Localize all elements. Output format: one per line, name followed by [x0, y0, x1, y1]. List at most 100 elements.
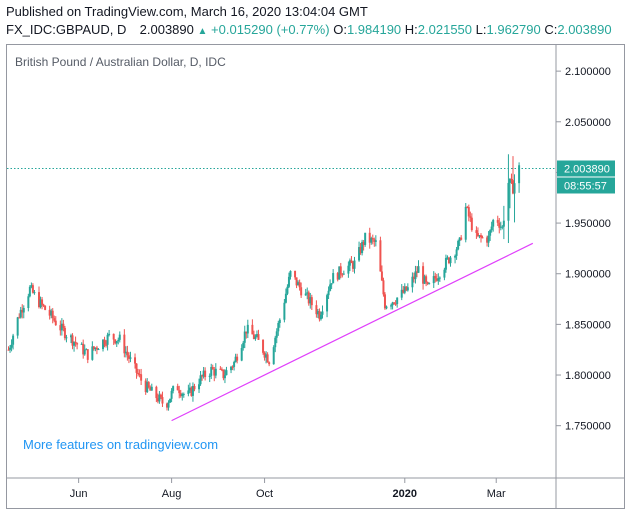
candle-body: [277, 323, 280, 332]
candle-body: [178, 390, 181, 394]
candle-body: [425, 276, 428, 283]
candle-body: [134, 357, 137, 364]
candle-body: [210, 367, 213, 376]
candle-body: [28, 286, 31, 297]
time-axis[interactable]: Jun Aug Oct 2020 Mar: [70, 478, 506, 500]
candle-body: [350, 260, 353, 264]
promo-link[interactable]: More features on tradingview.com: [23, 437, 218, 452]
candle-body: [117, 339, 120, 342]
candle-body: [402, 289, 405, 293]
candle-body: [73, 341, 76, 346]
candle-body: [422, 266, 425, 284]
change-value: +0.015290 (+0.77%): [211, 22, 330, 37]
candle-body: [149, 387, 152, 391]
candle-body: [169, 398, 172, 403]
last-price-value: 2.003890: [139, 22, 194, 37]
candle-body: [396, 297, 399, 304]
open-value: 1.984190: [346, 22, 402, 37]
candle-body: [339, 266, 342, 275]
candle-body: [266, 354, 269, 363]
candle-body: [297, 282, 300, 286]
candle-body: [179, 393, 182, 397]
candle-body: [342, 273, 345, 275]
candle-body: [97, 349, 100, 351]
candle-body: [193, 385, 196, 390]
candle-body: [156, 398, 159, 402]
time-tick-label: 2020: [393, 488, 417, 500]
up-triangle-icon: ▲: [197, 26, 208, 37]
candle-body: [304, 293, 307, 296]
candle-body: [487, 235, 490, 243]
price-axis[interactable]: 2.1000002.0500002.0000001.9500001.900000…: [556, 66, 611, 433]
candle-body: [309, 297, 312, 304]
candle-body: [213, 369, 216, 376]
candle-body: [321, 311, 324, 315]
candle-body: [310, 297, 313, 306]
candle-body: [50, 310, 53, 316]
candle-body: [30, 285, 33, 287]
candle-body: [76, 343, 79, 345]
candle-body: [358, 247, 361, 261]
candle-body: [315, 305, 318, 315]
candle-body: [373, 239, 376, 242]
candle-body: [338, 266, 341, 280]
candle-body: [326, 295, 329, 312]
candle-body: [144, 380, 147, 393]
candle-body: [490, 226, 493, 231]
candle-body: [476, 233, 479, 237]
candle-body: [434, 276, 437, 279]
candle-body: [60, 323, 63, 331]
candle-body: [225, 370, 228, 376]
low-label: L:: [475, 22, 487, 37]
candle-body: [31, 285, 34, 293]
candle-body: [146, 382, 149, 393]
price-tick-label: 1.800000: [565, 370, 611, 382]
candle-body: [129, 357, 132, 359]
candle-body: [278, 319, 281, 324]
candle-body: [446, 257, 449, 259]
candle-body: [135, 363, 138, 373]
candle-body: [374, 240, 377, 242]
candle-body: [496, 219, 499, 223]
candle-body: [470, 217, 473, 231]
candle-body: [140, 374, 143, 381]
candle-body: [202, 370, 205, 377]
candle-body: [191, 385, 194, 396]
candle-body: [370, 238, 373, 243]
candle-body: [44, 305, 47, 310]
candle-body: [475, 230, 478, 234]
candle-body: [91, 346, 94, 360]
candle-body: [208, 375, 211, 378]
candle-body: [114, 339, 117, 344]
candle-body: [188, 387, 191, 391]
candle-body: [86, 349, 89, 360]
open-label: O:: [333, 22, 347, 37]
candle-body: [265, 354, 268, 358]
ohlc-legend: FX_IDC:GBPAUD, D 2.003890 ▲ +0.015290 (+…: [6, 22, 612, 37]
candle-body: [48, 309, 51, 316]
candle-body: [231, 366, 234, 368]
published-line: Published on TradingView.com, March 16, …: [6, 4, 368, 19]
candle-body: [123, 334, 126, 354]
candle-body: [12, 335, 15, 345]
candle-body: [319, 314, 322, 320]
candle-body: [405, 286, 408, 291]
chart-frame[interactable]: [6, 44, 625, 509]
candle-body: [479, 235, 482, 238]
candle-body: [240, 348, 243, 361]
candle-body: [437, 278, 440, 281]
candle-body: [284, 293, 287, 303]
candle-body: [108, 333, 111, 335]
candle-body: [103, 339, 106, 345]
candle-body: [155, 386, 158, 399]
price-tick-label: 1.950000: [565, 218, 611, 230]
candle-body: [242, 342, 245, 349]
candle-body: [481, 237, 484, 239]
trendline[interactable]: [171, 242, 534, 422]
candle-body: [54, 320, 57, 326]
candle-body: [176, 386, 179, 391]
candle-body: [341, 274, 344, 276]
candle-body: [51, 310, 54, 319]
candle-body: [478, 235, 481, 237]
